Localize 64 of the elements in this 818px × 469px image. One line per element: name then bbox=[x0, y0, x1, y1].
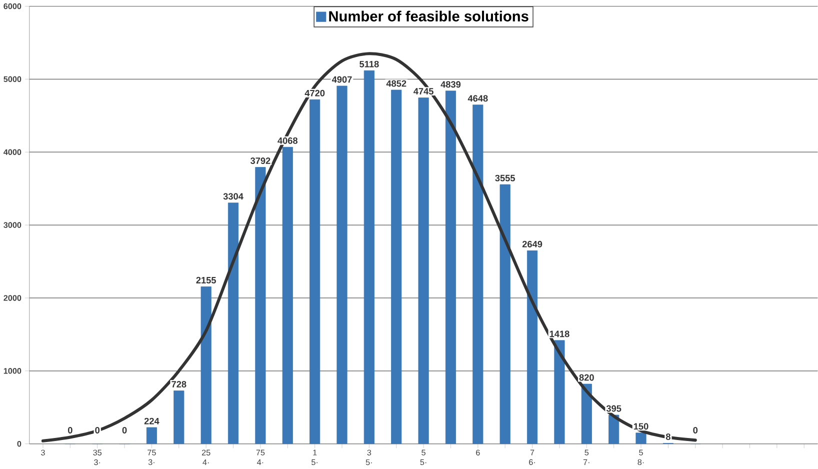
x-tick-label: 7 6· bbox=[529, 450, 535, 466]
data-label: 0 bbox=[693, 427, 698, 434]
data-label: 0 bbox=[68, 427, 72, 434]
x-tick-label: 5 7· bbox=[583, 450, 590, 466]
data-label: 4839 bbox=[440, 81, 461, 88]
data-label: 4648 bbox=[468, 95, 488, 102]
data-label: 395 bbox=[606, 406, 622, 412]
data-label: 0 bbox=[95, 427, 100, 434]
bar bbox=[146, 428, 157, 444]
bar bbox=[228, 202, 239, 444]
data-label: 2649 bbox=[522, 241, 542, 248]
bar bbox=[554, 340, 565, 444]
bar bbox=[255, 167, 266, 444]
data-label: 8 bbox=[666, 434, 670, 440]
data-label: 3792 bbox=[250, 158, 270, 164]
bar bbox=[418, 98, 429, 444]
data-label: 4852 bbox=[386, 80, 406, 87]
x-tick-label: 5 5· bbox=[420, 450, 426, 466]
legend-label: Number of feasible solutions bbox=[329, 10, 528, 22]
x-tick-label: 35 3· bbox=[93, 450, 102, 466]
bar bbox=[445, 90, 456, 444]
bar bbox=[391, 90, 402, 444]
data-label: 728 bbox=[172, 381, 186, 388]
data-label: 2155 bbox=[196, 277, 216, 284]
x-tick-label: 3 5· bbox=[366, 450, 372, 466]
data-label: 820 bbox=[579, 374, 594, 382]
x-tick-label: 5 8· bbox=[638, 450, 644, 466]
bar bbox=[364, 70, 374, 444]
data-label: 4068 bbox=[278, 138, 298, 144]
y-tick-label: 3000 bbox=[4, 222, 22, 228]
data-label: 5118 bbox=[360, 61, 379, 68]
y-tick-label: 5000 bbox=[4, 76, 22, 82]
bar bbox=[526, 250, 538, 444]
x-tick-label: 3 bbox=[41, 450, 45, 456]
x-tick-label: 25 4· bbox=[202, 450, 210, 466]
x-tick-label: 75 4· bbox=[256, 450, 265, 466]
bar bbox=[174, 390, 184, 444]
bar bbox=[581, 384, 592, 444]
data-label: 1418 bbox=[550, 330, 570, 338]
bar bbox=[336, 86, 348, 444]
line-series bbox=[41, 52, 697, 443]
data-label: 4720 bbox=[304, 90, 325, 97]
bar bbox=[636, 432, 646, 444]
x-tick-label: 6 bbox=[476, 450, 480, 456]
bar bbox=[500, 184, 510, 444]
data-label: 4907 bbox=[332, 76, 352, 83]
data-label: 0 bbox=[122, 427, 127, 434]
data-label: 150 bbox=[634, 423, 648, 430]
y-tick-label: 0 bbox=[17, 441, 22, 447]
y-tick-label: 1000 bbox=[4, 368, 22, 374]
x-tick-label: 75 3· bbox=[148, 450, 156, 466]
data-label: 4745 bbox=[414, 88, 434, 95]
y-tick-label: 4000 bbox=[4, 149, 22, 156]
bar bbox=[472, 104, 484, 444]
data-label: 3555 bbox=[495, 175, 515, 182]
data-label: 224 bbox=[144, 418, 160, 424]
data-label: 3304 bbox=[223, 193, 244, 200]
bar bbox=[200, 286, 212, 444]
y-tick-label: 6000 bbox=[4, 4, 22, 10]
bar bbox=[310, 100, 320, 444]
bar bbox=[608, 415, 620, 444]
y-tick-label: 2000 bbox=[4, 295, 22, 302]
x-tick-label: 1 5· bbox=[312, 450, 318, 466]
bar bbox=[282, 147, 293, 444]
